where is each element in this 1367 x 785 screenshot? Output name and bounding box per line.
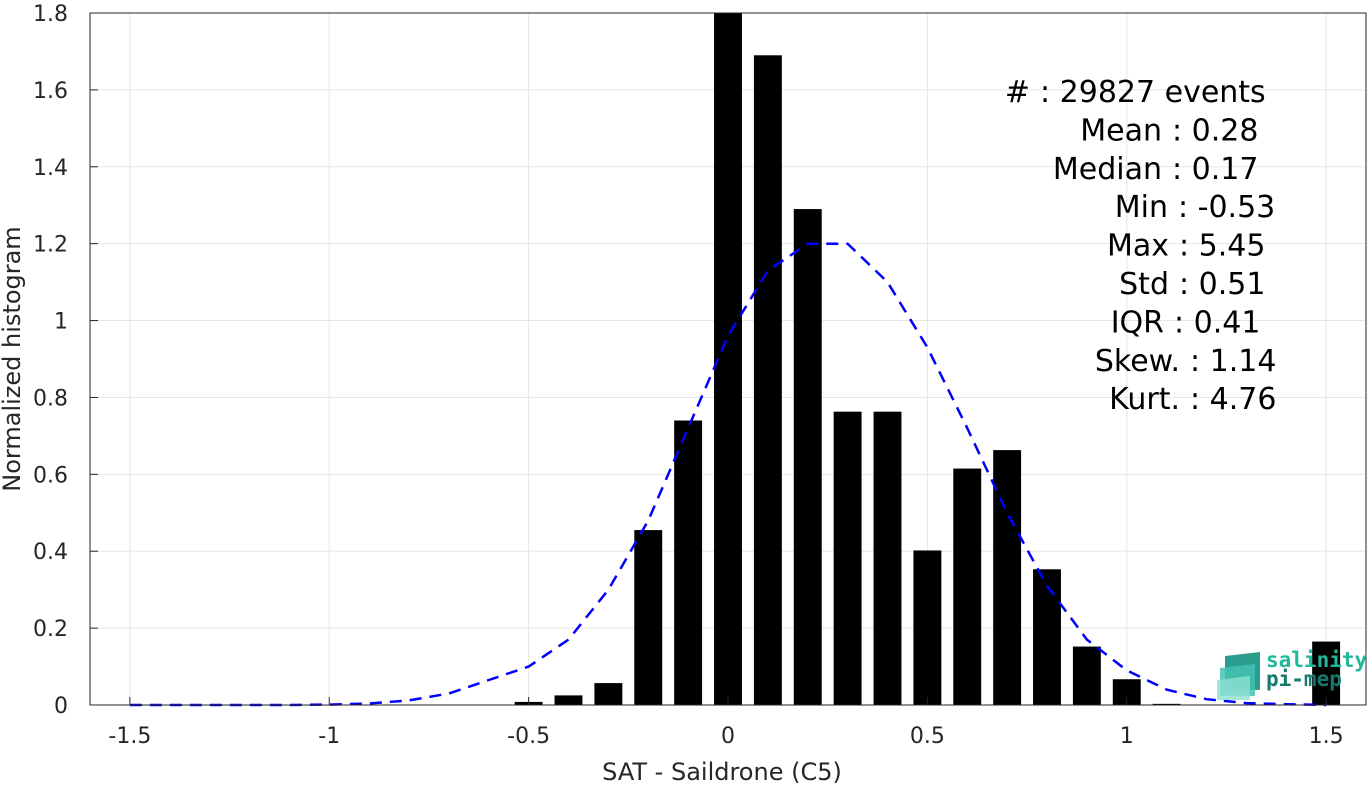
histogram-bar (634, 530, 663, 705)
stat-label: Kurt. (1109, 382, 1180, 417)
y-tick-label: 0 (54, 694, 68, 719)
y-tick-label: 1.2 (33, 233, 68, 258)
histogram-bar (1072, 646, 1101, 705)
stat-label: Std (1119, 267, 1169, 302)
stat-label: IQR (1111, 305, 1164, 340)
x-axis-ticks: -1.5 -1 -0.5 0 0.5 1 1.5 (108, 697, 1344, 749)
stat-value: : 5.45 (1179, 229, 1265, 264)
histogram-bar (554, 695, 583, 705)
y-tick-label: 0.8 (33, 386, 68, 411)
histogram-bars (514, 13, 1341, 706)
y-axis-ticks: 0 0.2 0.4 0.6 0.8 1 1.2 1.4 1.6 1.8 (33, 2, 98, 719)
stat-label: Mean (1080, 113, 1162, 148)
logo-line2: pi-mep (1266, 667, 1342, 691)
histogram-bar (753, 55, 782, 706)
stat-value: : 0.51 (1179, 267, 1265, 302)
histogram-bar (1152, 703, 1181, 705)
histogram-bar (674, 420, 703, 705)
y-tick-label: 1 (54, 310, 68, 335)
x-tick-label: -1.5 (108, 724, 151, 749)
y-tick-label: 0.6 (33, 463, 68, 488)
y-axis-label: Normalized histogram (0, 226, 26, 491)
stat-value: : 0.28 (1172, 113, 1258, 148)
x-tick-label: -0.5 (507, 724, 550, 749)
histogram-bar (1033, 569, 1061, 705)
salinity-pimep-logo: salinity pi-mep (1217, 648, 1367, 700)
histogram-bar (993, 450, 1022, 705)
stat-label: # (1005, 75, 1030, 110)
histogram-bar (833, 411, 862, 705)
y-tick-label: 1.6 (33, 79, 68, 104)
stat-value: : 0.17 (1172, 152, 1258, 187)
x-tick-label: 1 (1120, 724, 1134, 749)
y-tick-label: 1.8 (33, 2, 68, 27)
y-tick-label: 1.4 (33, 156, 68, 181)
x-tick-label: 0 (721, 724, 735, 749)
stat-value: : 4.76 (1190, 382, 1276, 417)
stat-value: : 29827 events (1040, 75, 1266, 110)
histogram-bar (873, 411, 902, 705)
y-tick-label: 0.2 (33, 617, 68, 642)
x-axis-label: SAT - Saildrone (C5) (602, 758, 842, 785)
stat-value: : 0.41 (1174, 305, 1260, 340)
stat-label: Max (1107, 229, 1169, 264)
y-tick-label: 0.4 (33, 540, 68, 565)
x-tick-label: 0.5 (910, 724, 945, 749)
logo-icon (1217, 652, 1260, 700)
histogram-bar (594, 683, 623, 705)
histogram-bar (1312, 641, 1341, 705)
x-tick-label: -1 (318, 724, 340, 749)
histogram-bar (953, 468, 982, 705)
logo-line1: salinity (1266, 648, 1367, 672)
stat-value: : -0.53 (1178, 190, 1275, 225)
stat-value: : 1.14 (1190, 344, 1276, 379)
stat-label: Median (1053, 152, 1162, 187)
stat-label: Min (1115, 190, 1168, 225)
histogram-bar (913, 550, 942, 705)
x-tick-label: 1.5 (1309, 724, 1344, 749)
histogram-bar (793, 209, 822, 706)
stat-label: Skew. (1095, 344, 1180, 379)
